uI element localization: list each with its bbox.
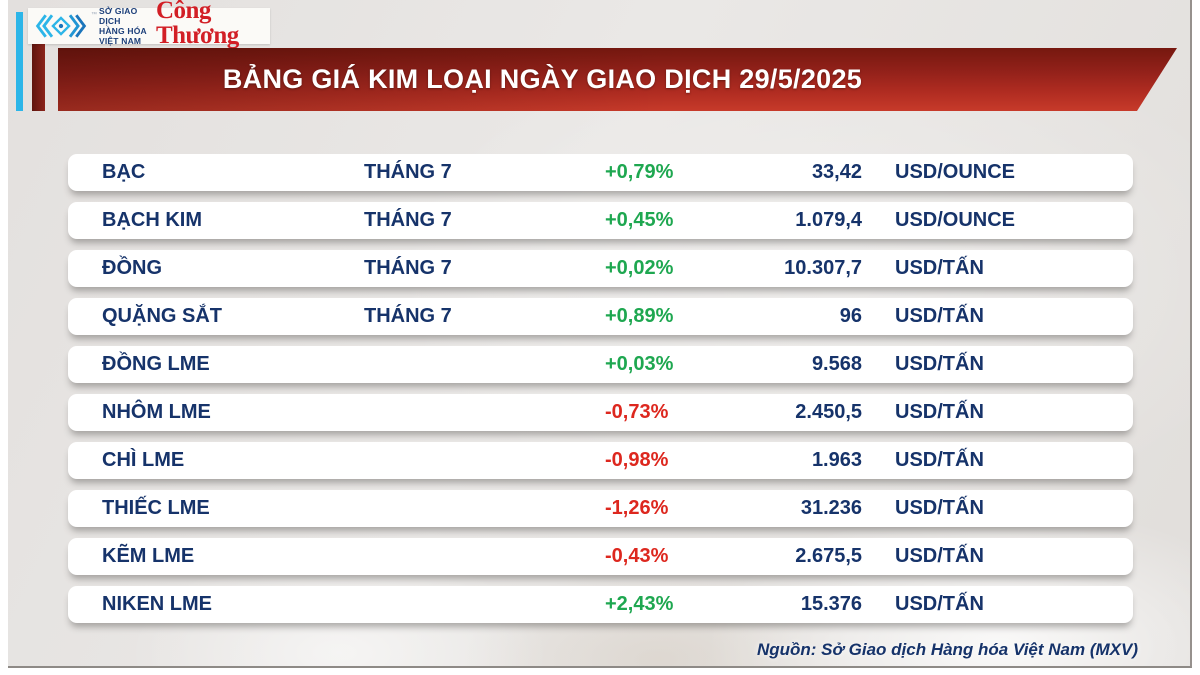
page-title: BẢNG GIÁ KIM LOẠI NGÀY GIAO DỊCH 29/5/20… xyxy=(222,64,863,94)
metal-name: BẠCH KIM xyxy=(102,209,202,231)
price-row: QUẶNG SẮT THÁNG 7 +0,89% 96 USD/TẤN xyxy=(68,298,1133,335)
mxv-logo-text-line2: HÀNG HÓA xyxy=(99,26,147,36)
change-percent: +0,79% xyxy=(605,161,674,183)
price-row: CHÌ LME -0,98% 1.963 USD/TẤN xyxy=(68,442,1133,479)
price-unit: USD/TẤN xyxy=(895,305,984,327)
price-unit: USD/OUNCE xyxy=(895,161,1016,183)
logo-strip: ™ SỞ GIAO DỊCH HÀNG HÓA VIỆT NAM Công Th… xyxy=(28,0,270,54)
metal-name: NHÔM LME xyxy=(102,401,211,423)
contract-month: THÁNG 7 xyxy=(364,161,452,183)
metal-name: ĐỒNG LME xyxy=(102,353,210,375)
change-percent: +2,43% xyxy=(605,593,674,615)
price-unit: USD/TẤN xyxy=(895,401,984,423)
trademark-symbol: ™ xyxy=(91,12,97,18)
change-percent: +0,03% xyxy=(605,353,674,375)
price-row: BẠCH KIM THÁNG 7 +0,45% 1.079,4 USD/OUNC… xyxy=(68,202,1133,239)
price-unit: USD/TẤN xyxy=(895,449,984,471)
price-unit: USD/TẤN xyxy=(895,257,984,279)
price-value: 10.307,7 xyxy=(784,257,862,279)
metal-name: ĐỒNG xyxy=(102,257,162,279)
price-unit: USD/TẤN xyxy=(895,353,984,375)
price-unit: USD/TẤN xyxy=(895,593,984,615)
change-percent: +0,45% xyxy=(605,209,674,231)
change-percent: -1,26% xyxy=(605,497,669,519)
price-unit: USD/TẤN xyxy=(895,545,984,567)
left-accent-bar-cyan xyxy=(16,12,23,111)
metal-name: THIẾC LME xyxy=(102,497,210,519)
price-row: NIKEN LME +2,43% 15.376 USD/TẤN xyxy=(68,586,1133,623)
price-value: 1.079,4 xyxy=(795,209,862,231)
price-value: 31.236 xyxy=(800,497,862,519)
price-row: THIẾC LME -1,26% 31.236 USD/TẤN xyxy=(68,490,1133,527)
price-value: 96 xyxy=(839,305,862,327)
price-unit: USD/OUNCE xyxy=(895,209,1016,231)
metal-name: QUẶNG SẮT xyxy=(102,305,222,327)
change-percent: +0,89% xyxy=(605,305,674,327)
metal-name: NIKEN LME xyxy=(102,593,212,615)
change-percent: -0,98% xyxy=(605,449,669,471)
price-value: 2.450,5 xyxy=(795,401,862,423)
metal-name: BẠC xyxy=(102,161,146,183)
price-table: BẠC THÁNG 7 +0,79% 33,42 USD/OUNCE BẠCH … xyxy=(68,154,1133,634)
metal-name: CHÌ LME xyxy=(102,449,185,471)
price-value: 1.963 xyxy=(811,449,862,471)
congthuong-masthead: Công Thương xyxy=(156,0,264,54)
price-value: 2.675,5 xyxy=(795,545,862,567)
price-row: NHÔM LME -0,73% 2.450,5 USD/TẤN xyxy=(68,394,1133,431)
change-percent: -0,43% xyxy=(605,545,669,567)
price-value: 15.376 xyxy=(800,593,862,615)
infographic-panel: ™ SỞ GIAO DỊCH HÀNG HÓA VIỆT NAM Công Th… xyxy=(8,0,1192,668)
price-row: ĐỒNG LME +0,03% 9.568 USD/TẤN xyxy=(68,346,1133,383)
change-percent: +0,02% xyxy=(605,257,674,279)
title-banner: BẢNG GIÁ KIM LOẠI NGÀY GIAO DỊCH 29/5/20… xyxy=(58,48,1177,111)
congthuong-logo-text: Công Thương xyxy=(155,0,239,49)
metal-name: KẼM LME xyxy=(102,545,195,567)
price-row: ĐỒNG THÁNG 7 +0,02% 10.307,7 USD/TẤN xyxy=(68,250,1133,287)
contract-month: THÁNG 7 xyxy=(364,305,452,327)
change-percent: -0,73% xyxy=(605,401,669,423)
contract-month: THÁNG 7 xyxy=(364,209,452,231)
contract-month: THÁNG 7 xyxy=(364,257,452,279)
price-unit: USD/TẤN xyxy=(895,497,984,519)
mxv-logo-text: SỞ GIAO DỊCH HÀNG HÓA VIỆT NAM xyxy=(99,6,148,46)
source-note: Nguồn: Sở Giao dịch Hàng hóa Việt Nam (M… xyxy=(756,640,1138,659)
mxv-logo-text-line3: VIỆT NAM xyxy=(99,36,142,47)
mxv-logo-text-line1: SỞ GIAO DỊCH xyxy=(99,5,138,26)
price-value: 9.568 xyxy=(811,353,862,375)
price-value: 33,42 xyxy=(811,161,862,183)
mxv-diamond-logo-icon xyxy=(35,14,87,38)
price-row: KẼM LME -0,43% 2.675,5 USD/TẤN xyxy=(68,538,1133,575)
price-row: BẠC THÁNG 7 +0,79% 33,42 USD/OUNCE xyxy=(68,154,1133,191)
